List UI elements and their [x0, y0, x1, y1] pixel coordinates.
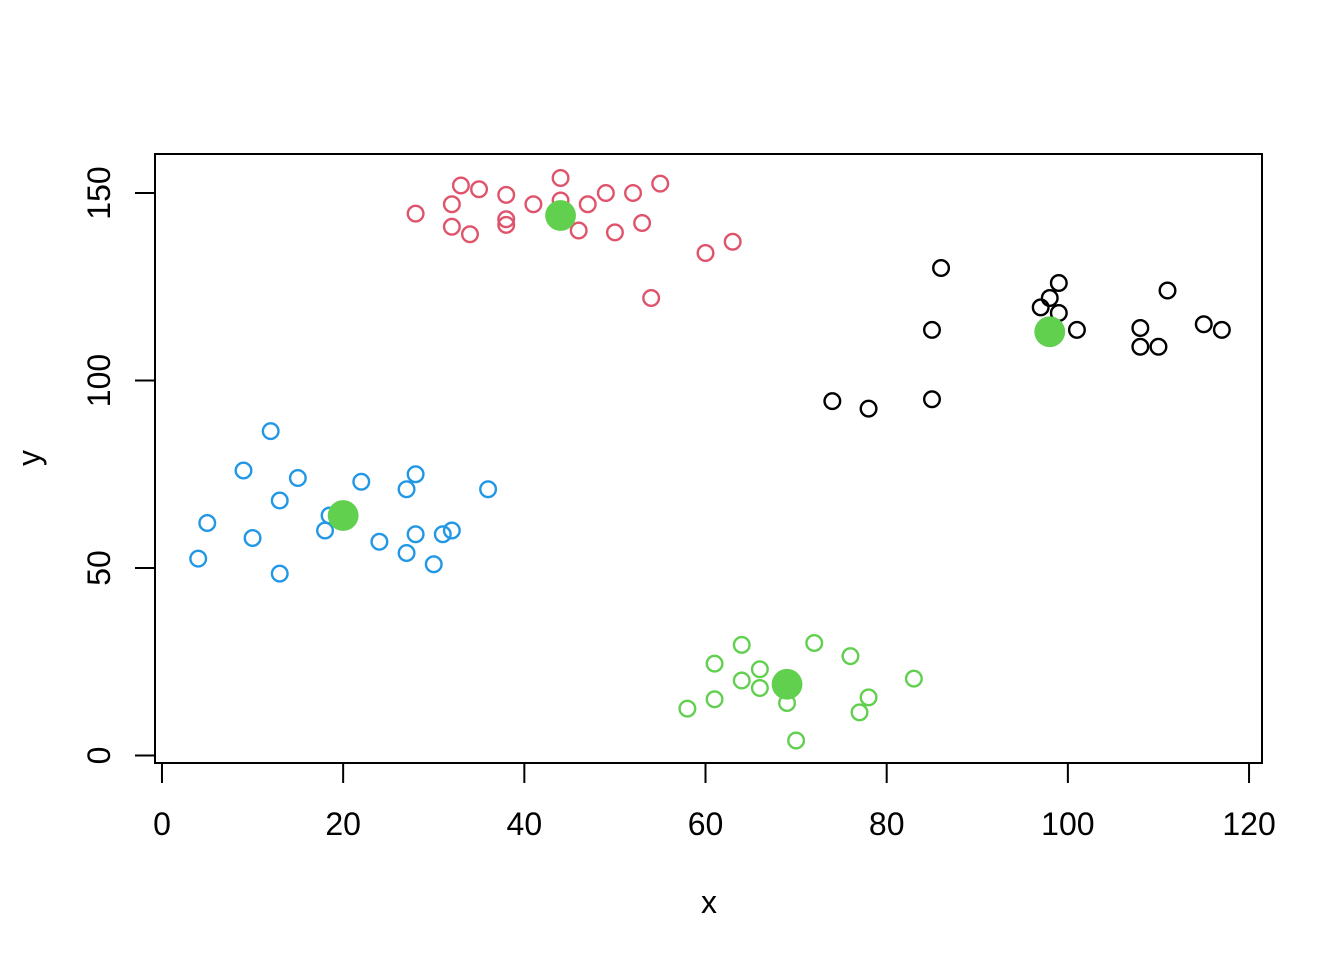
x-tick-label: 20 — [325, 806, 361, 842]
y-tick-label: 0 — [81, 747, 117, 765]
data-point — [1131, 319, 1150, 338]
data-point — [596, 183, 615, 202]
data-point — [442, 217, 461, 236]
data-point — [605, 223, 624, 242]
data-point — [551, 168, 570, 187]
data-point — [859, 399, 878, 418]
data-point — [243, 529, 262, 548]
x-tick-label: 80 — [869, 806, 905, 842]
plot-box — [154, 153, 1263, 764]
data-point — [633, 213, 652, 232]
x-tick-label: 0 — [153, 806, 171, 842]
data-point — [497, 185, 516, 204]
data-point — [370, 532, 389, 551]
data-point — [1194, 315, 1213, 334]
y-axis-title: y — [11, 450, 47, 466]
data-point — [850, 703, 869, 722]
cluster-black — [823, 259, 1231, 418]
data-point — [1158, 281, 1177, 300]
data-point — [732, 671, 751, 690]
data-point — [433, 525, 452, 544]
cluster-centers — [327, 200, 1066, 700]
cluster-center — [545, 200, 576, 231]
data-point — [705, 690, 724, 709]
data-point — [397, 544, 416, 563]
data-point — [442, 195, 461, 214]
y-tick-label: 50 — [81, 550, 117, 586]
data-point — [451, 176, 470, 195]
data-point — [750, 679, 769, 698]
data-point — [424, 555, 443, 574]
data-point — [841, 647, 860, 666]
data-point — [805, 634, 824, 653]
cluster-center — [327, 500, 359, 531]
data-point — [859, 688, 878, 707]
data-point — [1212, 320, 1231, 339]
data-point — [270, 491, 289, 510]
data-point — [569, 221, 588, 240]
data-point — [732, 635, 751, 654]
data-point — [497, 210, 516, 229]
cluster-red — [406, 168, 742, 308]
x-tick-label: 40 — [507, 806, 543, 842]
data-point — [470, 180, 489, 199]
data-point — [406, 204, 425, 223]
cluster-center — [771, 668, 803, 700]
data-points-layer — [189, 168, 1231, 750]
data-point — [406, 465, 425, 484]
data-point — [288, 469, 307, 488]
data-point — [823, 392, 842, 411]
data-point — [352, 472, 371, 491]
data-point — [1131, 337, 1150, 356]
data-point — [270, 564, 289, 583]
data-point — [497, 215, 516, 234]
x-axis-title: x — [701, 884, 717, 920]
cluster-green — [678, 634, 923, 750]
x-axis: 0 20 40 60 80 100 120 — [153, 763, 1276, 842]
data-point — [524, 195, 543, 214]
data-point — [705, 654, 724, 673]
y-tick-label: 100 — [81, 354, 117, 407]
data-point — [442, 521, 461, 540]
data-point — [642, 289, 661, 308]
data-point — [316, 521, 335, 540]
data-point — [696, 243, 715, 262]
data-point — [198, 514, 217, 533]
data-point — [397, 480, 416, 499]
data-point — [787, 731, 806, 750]
data-point — [922, 320, 941, 339]
data-point — [1049, 274, 1068, 293]
data-point — [234, 461, 253, 480]
x-tick-label: 120 — [1222, 806, 1275, 842]
data-point — [932, 259, 951, 278]
data-point — [723, 232, 742, 251]
data-point — [1040, 289, 1059, 308]
data-point — [922, 390, 941, 409]
data-point — [1031, 298, 1050, 317]
data-point — [678, 699, 697, 718]
data-point — [904, 669, 923, 688]
data-point — [651, 174, 670, 193]
y-tick-label: 150 — [81, 166, 117, 219]
data-point — [750, 660, 769, 679]
data-point — [479, 480, 498, 499]
data-point — [261, 422, 280, 441]
x-tick-label: 60 — [688, 806, 724, 842]
data-point — [406, 525, 425, 544]
cluster-center — [1034, 316, 1066, 348]
data-point — [1149, 337, 1168, 356]
data-point — [578, 195, 597, 214]
data-point — [189, 549, 208, 568]
x-tick-label: 100 — [1041, 806, 1094, 842]
cluster-blue — [189, 422, 498, 583]
data-point — [460, 225, 479, 244]
y-axis: 0 50 100 150 — [81, 166, 155, 764]
data-point — [1067, 320, 1086, 339]
data-point — [624, 183, 643, 202]
